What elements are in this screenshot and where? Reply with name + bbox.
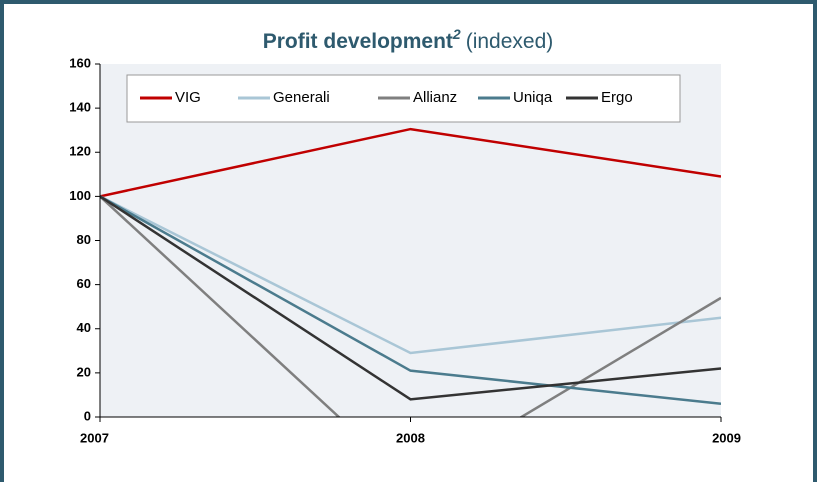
series-line [100, 195, 721, 417]
subtitle: (indexed) [466, 30, 554, 53]
legend-label: Ergo [601, 89, 633, 106]
y-tick-label: 160 [69, 55, 91, 70]
series-line [100, 195, 721, 406]
legend-label: Uniqa [513, 89, 553, 106]
series-line [100, 195, 721, 401]
y-tick-label: 140 [69, 100, 91, 115]
legend-label: Generali [273, 89, 330, 106]
title-main: Profit development [263, 30, 453, 53]
legend-label: Allianz [413, 89, 457, 106]
y-tick-label: 0 [84, 408, 91, 423]
x-tick-label: 2007 [80, 430, 109, 445]
x-tick-label: 2008 [396, 430, 425, 445]
y-tick-label: 120 [69, 144, 91, 159]
title-superscript: 2 [452, 26, 461, 42]
chart-title: Profit development2 (indexed) [263, 26, 554, 53]
y-tick-label: 60 [77, 276, 91, 291]
x-tick-label: 2009 [712, 430, 741, 445]
y-tick-label: 40 [77, 320, 91, 335]
y-tick-label: 80 [77, 232, 91, 247]
y-tick-label: 100 [69, 188, 91, 203]
legend-label: VIG [175, 89, 201, 106]
plot-area [100, 64, 721, 417]
series-line [100, 127, 721, 198]
y-tick-label: 20 [77, 364, 91, 379]
plot [100, 127, 721, 417]
series-line [100, 195, 721, 355]
